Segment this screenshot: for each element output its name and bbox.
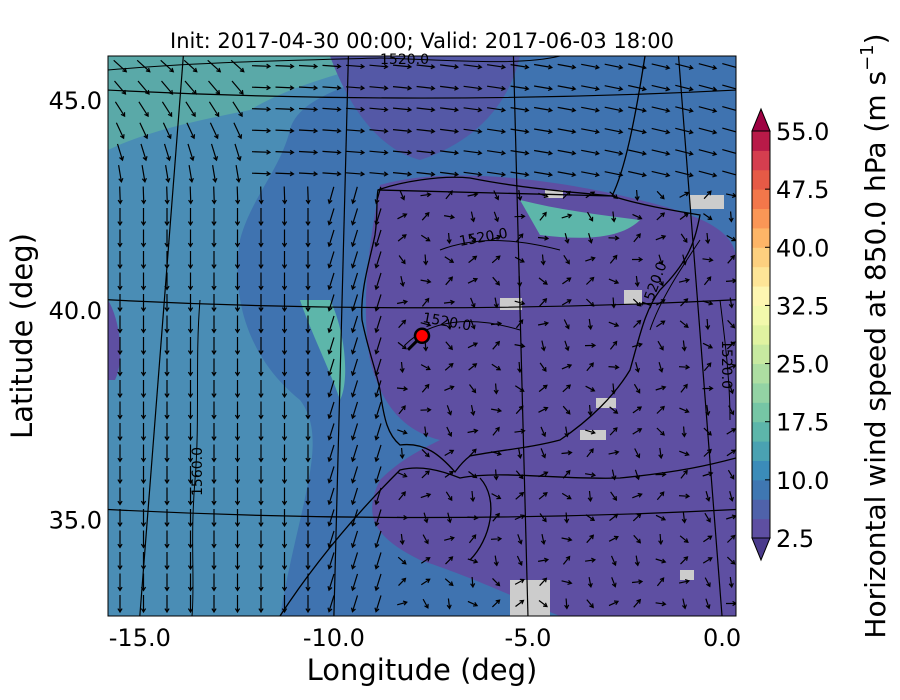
grid-line	[677, 56, 723, 616]
colorbar-band	[752, 441, 770, 461]
colorbar-band	[752, 382, 770, 403]
colorbar-band	[752, 363, 770, 384]
colorbar-extend-low	[751, 537, 771, 562]
colorbar-band	[752, 227, 770, 248]
colorbar-band	[752, 479, 770, 500]
colorbar-tick-label: 10.0	[776, 467, 829, 495]
colorbar-label: Horizontal wind speed at 850.0 hPa (m s−…	[857, 33, 892, 638]
colorbar-band	[752, 344, 770, 365]
colorbar-extend-high	[751, 107, 771, 132]
wind-field-calm	[330, 56, 520, 160]
plot-frame	[107, 55, 737, 617]
x-tick-label: -10.0	[303, 624, 365, 652]
location-marker	[413, 327, 431, 345]
colorbar-band	[752, 286, 770, 306]
grid-line	[108, 299, 736, 309]
wind-field-calm	[365, 175, 736, 616]
colorbar-band	[752, 402, 770, 423]
colorbar-band	[752, 189, 770, 210]
colorbar-tick-label: 47.5	[776, 176, 829, 204]
colorbar-band	[752, 266, 770, 287]
contour-label: 1520.0	[380, 52, 429, 68]
wind-field-band	[108, 56, 420, 616]
colorbar-band	[752, 460, 770, 481]
colorbar-frame	[751, 130, 771, 539]
wind-field-calm	[108, 300, 121, 380]
colorbar-tick-label: 55.0	[776, 118, 829, 146]
y-axis-label: Latitude (deg)	[5, 233, 39, 439]
grid-line	[108, 508, 736, 519]
grid-line	[333, 56, 349, 616]
grid-line	[108, 89, 736, 99]
grid-line	[139, 56, 184, 616]
colorbar-band	[752, 131, 770, 151]
y-tick-label: 45.0	[49, 87, 102, 115]
chart-title: Init: 2017-04-30 00:00; Valid: 2017-06-0…	[170, 29, 674, 53]
colorbar-tick-label: 2.5	[776, 525, 814, 553]
y-tick-label: 35.0	[49, 507, 102, 535]
colorbar: 2.5 10.0 17.5 25.0 32.5 40.0 47.5 55.0	[751, 107, 829, 562]
colorbar-tick-label: 25.0	[776, 351, 829, 379]
colorbar-tick-label: 17.5	[776, 409, 829, 437]
colorbar-band	[752, 499, 770, 520]
colorbar-label-text: Horizontal wind speed at 850.0 hPa (m s	[859, 71, 892, 639]
grid-line	[512, 56, 529, 616]
graticule	[108, 56, 736, 616]
colorbar-label-text: )	[859, 33, 892, 44]
colorbar-band	[752, 324, 770, 345]
wind-field-band	[520, 200, 640, 238]
x-axis-label: Longitude (deg)	[307, 653, 538, 687]
wind-arrow	[113, 59, 736, 614]
x-tick-label: 0.0	[703, 624, 741, 652]
contour-label: 1520.0	[718, 340, 734, 389]
colorbar-band	[752, 208, 770, 229]
colorbar-label-exponent: −1	[857, 44, 878, 71]
colorbar-band	[752, 421, 770, 442]
x-tick-label: -5.0	[505, 624, 552, 652]
y-tick-label: 40.0	[49, 297, 102, 325]
colorbar-band	[752, 150, 770, 171]
contour-label: 1560.0	[190, 447, 206, 496]
wind-field-band	[300, 300, 346, 400]
colorbar-band	[752, 247, 770, 268]
colorbar-tick-label: 40.0	[776, 234, 829, 262]
colorbar-band	[752, 518, 770, 539]
colorbar-band	[752, 305, 770, 326]
x-tick-label: -15.0	[109, 624, 171, 652]
colorbar-tick-label: 32.5	[776, 292, 829, 320]
colorbar-band	[752, 169, 770, 190]
map-field	[108, 56, 736, 616]
